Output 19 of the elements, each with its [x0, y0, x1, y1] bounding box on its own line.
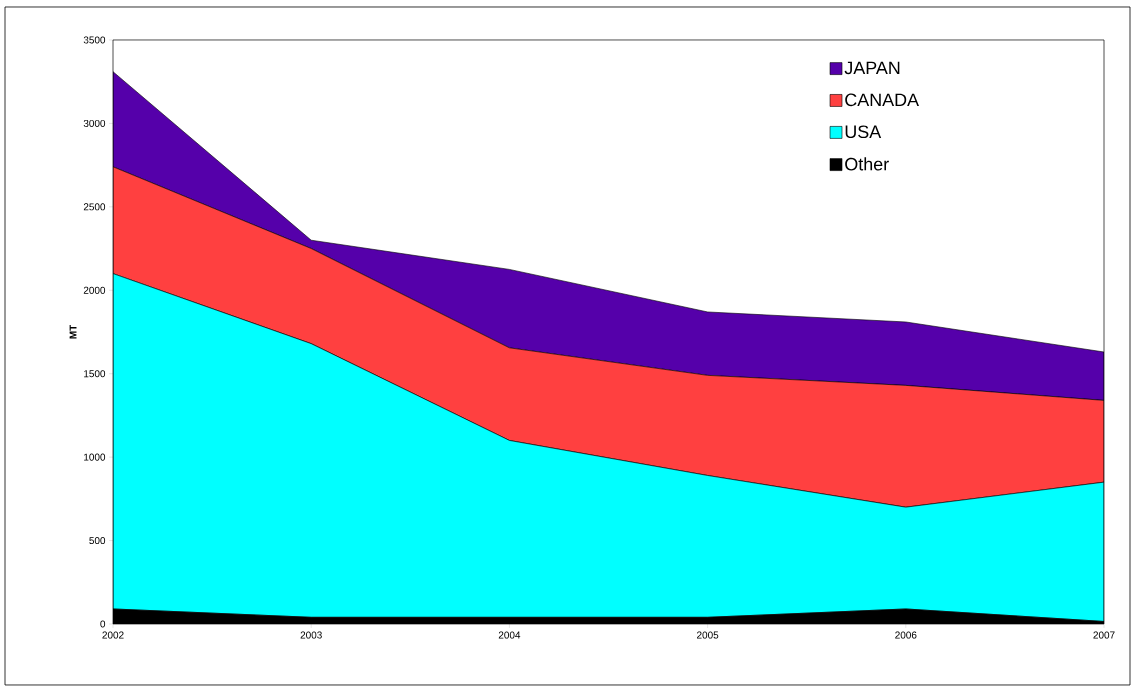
- x-tick-label: 2003: [300, 631, 322, 639]
- x-tick-label: 2005: [697, 631, 719, 639]
- legend-label: CANADA: [845, 93, 919, 107]
- y-tick-label: 3000: [83, 119, 106, 127]
- y-tick-label: 3500: [83, 36, 106, 44]
- legend-label: USA: [845, 125, 882, 139]
- x-tick-label: 2006: [895, 631, 917, 639]
- x-tick-label: 2002: [102, 631, 124, 639]
- y-axis-title: MT: [69, 324, 77, 339]
- y-tick-label: 500: [89, 537, 106, 545]
- x-tick-label: 2007: [1093, 631, 1115, 639]
- legend-label: Other: [845, 157, 889, 171]
- x-tick-label: 2004: [498, 631, 521, 639]
- y-tick-label: 0: [100, 620, 106, 628]
- y-tick-label: 2000: [83, 286, 106, 294]
- y-tick-label: 2500: [83, 203, 106, 211]
- y-tick-label: 1500: [84, 370, 106, 378]
- y-tick-label: 1000: [84, 453, 106, 461]
- legend-label: JAPAN: [844, 61, 900, 75]
